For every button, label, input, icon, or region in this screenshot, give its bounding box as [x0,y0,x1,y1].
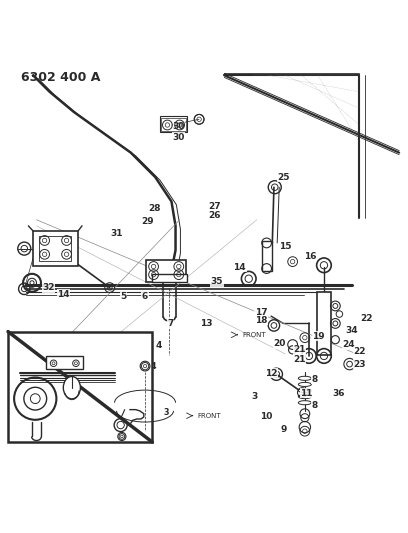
Text: 7: 7 [167,319,174,328]
Text: 26: 26 [208,211,220,220]
Text: 12: 12 [265,368,277,377]
Text: 19: 19 [313,332,325,341]
Text: 8: 8 [311,401,318,410]
Text: 29: 29 [142,217,154,227]
Text: 9: 9 [280,425,286,434]
Ellipse shape [298,401,311,405]
Text: 26: 26 [89,359,100,368]
Text: 23: 23 [353,360,366,369]
Text: 15: 15 [279,241,292,251]
Text: 1: 1 [127,406,133,415]
Ellipse shape [298,382,311,386]
Text: FRONT: FRONT [242,332,266,338]
Text: 1: 1 [123,416,129,425]
Text: 6302 400 A: 6302 400 A [21,71,100,84]
Text: 22: 22 [360,314,373,323]
Text: 36: 36 [333,389,345,398]
Text: 30: 30 [173,122,185,131]
Ellipse shape [298,376,311,381]
Bar [152,274,186,281]
Text: 35: 35 [211,278,223,286]
Text: 34: 34 [345,326,357,335]
Text: RIGHT SIDE: RIGHT SIDE [11,435,53,441]
Bar [33,231,78,265]
Ellipse shape [63,376,80,399]
Text: 3: 3 [164,408,169,417]
Text: 29: 29 [46,350,57,358]
Text: 25: 25 [277,173,290,182]
Text: 14: 14 [58,289,70,298]
Text: 22: 22 [353,348,366,357]
Text: 7: 7 [18,405,23,414]
Bar [160,116,186,132]
Text: 27: 27 [208,202,220,211]
Text: 28: 28 [148,204,161,213]
Text: 33: 33 [77,368,88,377]
Text: 17: 17 [255,308,267,317]
Bar [39,236,71,261]
Text: 24: 24 [342,340,355,349]
Text: 31: 31 [110,230,123,238]
Text: 5: 5 [120,293,126,302]
Text: 16: 16 [304,252,317,261]
Text: 3: 3 [252,392,258,401]
Text: 18: 18 [255,316,267,325]
Text: FRONT: FRONT [197,413,221,419]
Text: 4: 4 [155,341,162,350]
Text: 32: 32 [42,283,55,292]
Text: 11: 11 [300,389,313,398]
Text: 30: 30 [173,133,185,142]
Text: 6: 6 [142,293,148,302]
Text: 2: 2 [123,429,129,438]
Bar [146,260,186,282]
Text: 8: 8 [311,375,318,384]
Bar [8,332,152,442]
Bar [46,356,83,369]
Bar [317,292,331,355]
Text: 21: 21 [293,345,306,354]
Text: 13: 13 [200,319,212,328]
Ellipse shape [298,394,311,399]
Text: 27: 27 [89,352,100,361]
Text: 20: 20 [273,340,286,348]
Ellipse shape [298,389,311,392]
Text: 14: 14 [233,263,246,272]
Text: 4: 4 [151,361,156,370]
Bar [262,241,272,271]
Text: 10: 10 [259,413,272,422]
Text: 21: 21 [293,354,306,364]
Bar [161,118,186,131]
